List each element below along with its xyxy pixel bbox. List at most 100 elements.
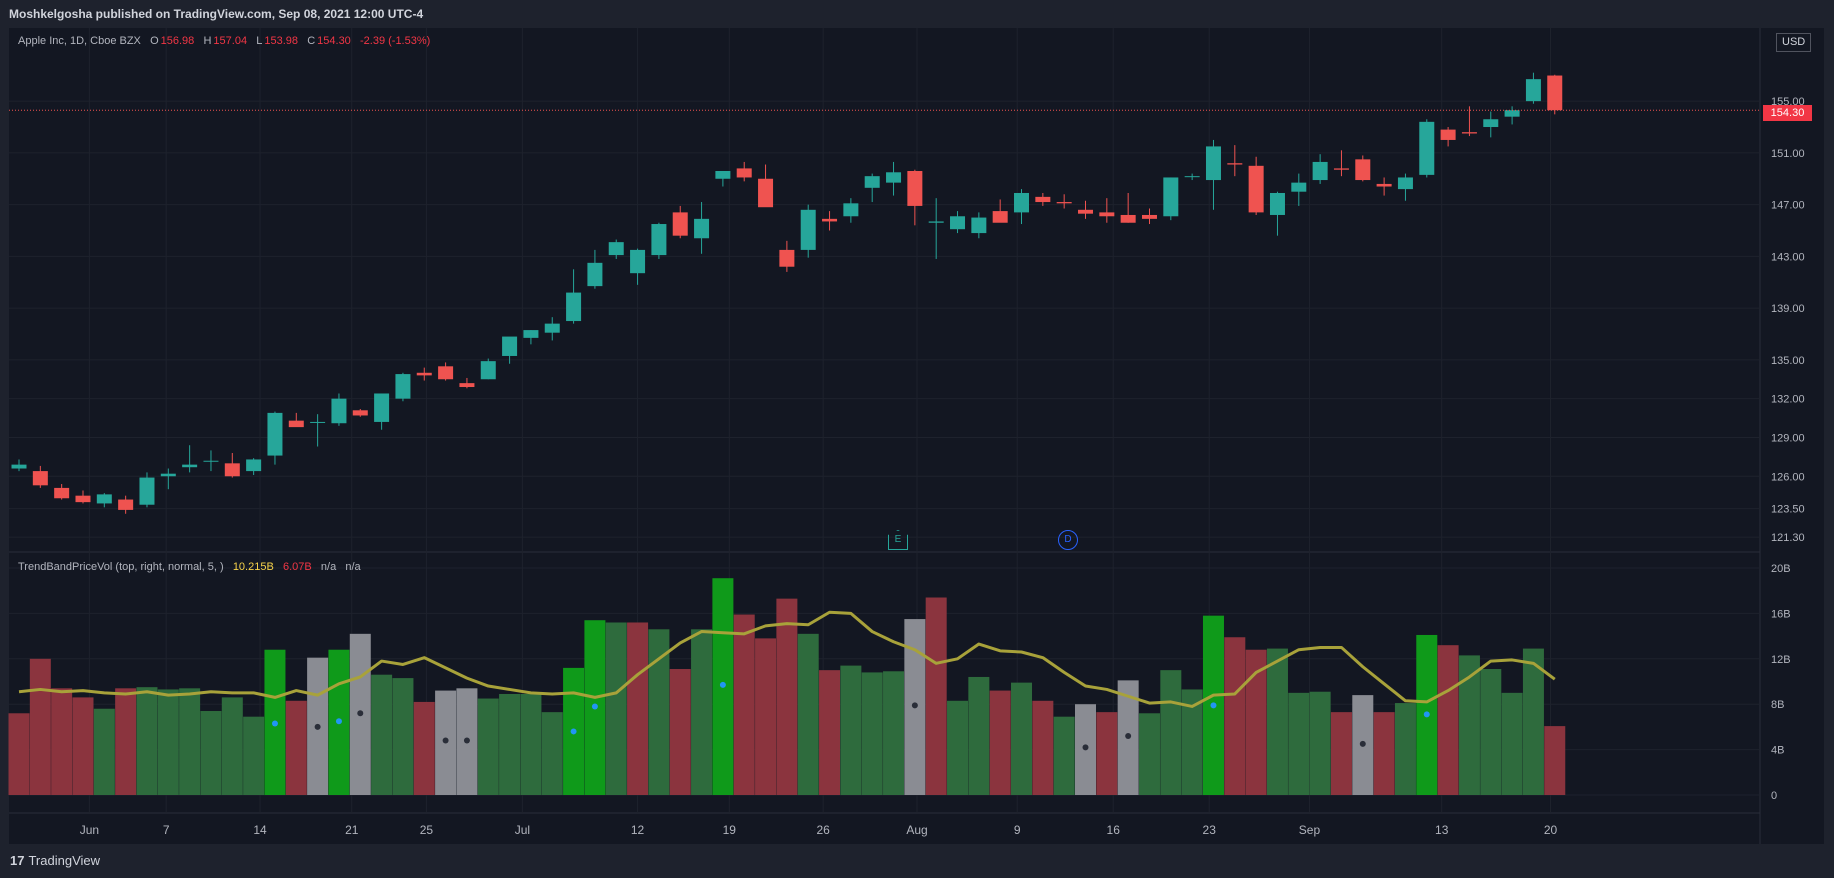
volume-bar [392,678,414,795]
price-axis-label: 129.00 [1771,432,1805,444]
candle-body [736,168,752,178]
close-label: C [307,35,316,47]
candle-body [1355,159,1371,181]
candle-body [928,221,944,223]
candle [1227,145,1243,177]
volume-bar [29,658,51,795]
price-axis-label: 139.00 [1771,303,1805,315]
candle-body [139,477,155,505]
price-axis-label: 121.30 [1771,532,1805,544]
candle-body [1547,75,1563,111]
candle-body [1120,214,1136,223]
signal-dot [570,728,577,735]
candle-body [608,242,624,256]
volume-bar [136,687,158,795]
volume-bar [669,669,691,795]
volume-bar [1266,648,1288,795]
candle [1333,150,1349,177]
signal-dot [271,720,278,727]
candle-body [694,218,710,239]
candle [928,198,944,259]
candle-body [1461,132,1477,134]
candle [224,452,240,478]
candle-body [1056,202,1072,204]
candle-body [1397,177,1413,190]
candle-body [246,459,262,472]
candle [1120,192,1136,223]
signal-dot [591,703,598,710]
candle [715,170,731,187]
candle [1056,194,1072,209]
candle [1397,173,1413,201]
candle [331,393,347,426]
volume-bar [947,700,969,795]
candle-body [1248,165,1264,213]
candle-body [374,393,390,422]
volume-bar [115,688,137,795]
volume-axis-label: 0 [1771,790,1777,802]
candle-body [1312,161,1328,181]
candle [1355,155,1371,182]
volume-bar [243,716,265,795]
volume-bar [179,688,201,795]
volume-bar [797,633,819,795]
candle [1141,208,1157,225]
tradingview-logo-text: TradingView [28,853,101,868]
volume-bar [861,672,883,795]
dividend-marker[interactable]: D [1058,530,1078,550]
volume-bar [51,688,73,795]
candle-body [502,336,518,356]
signal-dot [1423,711,1430,718]
candle [139,472,155,508]
high-label: H [203,35,212,47]
candle [907,169,923,226]
volume-bar [371,674,393,795]
candle [886,161,902,196]
candle-body [438,366,454,380]
candle-body [96,494,112,504]
time-axis-label: 9 [1014,823,1021,837]
axis-layer: 155.00151.00147.00143.00139.00135.00132.… [80,96,1805,837]
indicator-value-2: 6.07B [282,561,312,573]
candle-body [1376,183,1392,187]
signal-dot [314,723,321,730]
signal-dot [1359,740,1366,747]
candle [843,198,859,223]
candle [480,358,496,380]
candle-body [715,170,731,179]
indicator-name[interactable]: TrendBandPriceVol (top, right, normal, 5… [18,561,224,573]
volume-bar [1309,691,1331,795]
volume-bar [755,638,777,795]
candle [267,411,283,465]
candle [1184,173,1200,181]
volume-bar [1544,726,1566,795]
time-axis-label: 19 [723,823,737,837]
candle-body [587,262,603,287]
candle-body [1141,214,1157,219]
candle [1547,74,1563,115]
open-label: O [150,35,159,47]
volume-bar [1224,637,1246,795]
candle [523,330,539,345]
candle [32,465,48,488]
signal-dot [1210,702,1217,709]
low-value: 153.98 [264,35,299,47]
symbol-label[interactable]: Apple Inc, 1D, Cboe BZX [18,35,141,47]
candle-body [118,499,134,510]
volume-bar [776,598,798,795]
candle-body [523,330,539,338]
candle [822,211,838,231]
candle-body [1163,177,1179,217]
candle [587,249,603,289]
publish-line: Moshkelgosha published on TradingView.co… [9,7,424,21]
earnings-marker[interactable]: E [888,530,908,550]
currency-badge[interactable]: USD [1776,33,1812,52]
candle [1419,119,1435,178]
candle [608,239,624,259]
candle [310,414,326,447]
tradingview-logo[interactable]: 17 TradingView [10,853,100,868]
candle [374,393,390,430]
volume-bar [1480,669,1502,795]
candle-body [310,421,326,423]
